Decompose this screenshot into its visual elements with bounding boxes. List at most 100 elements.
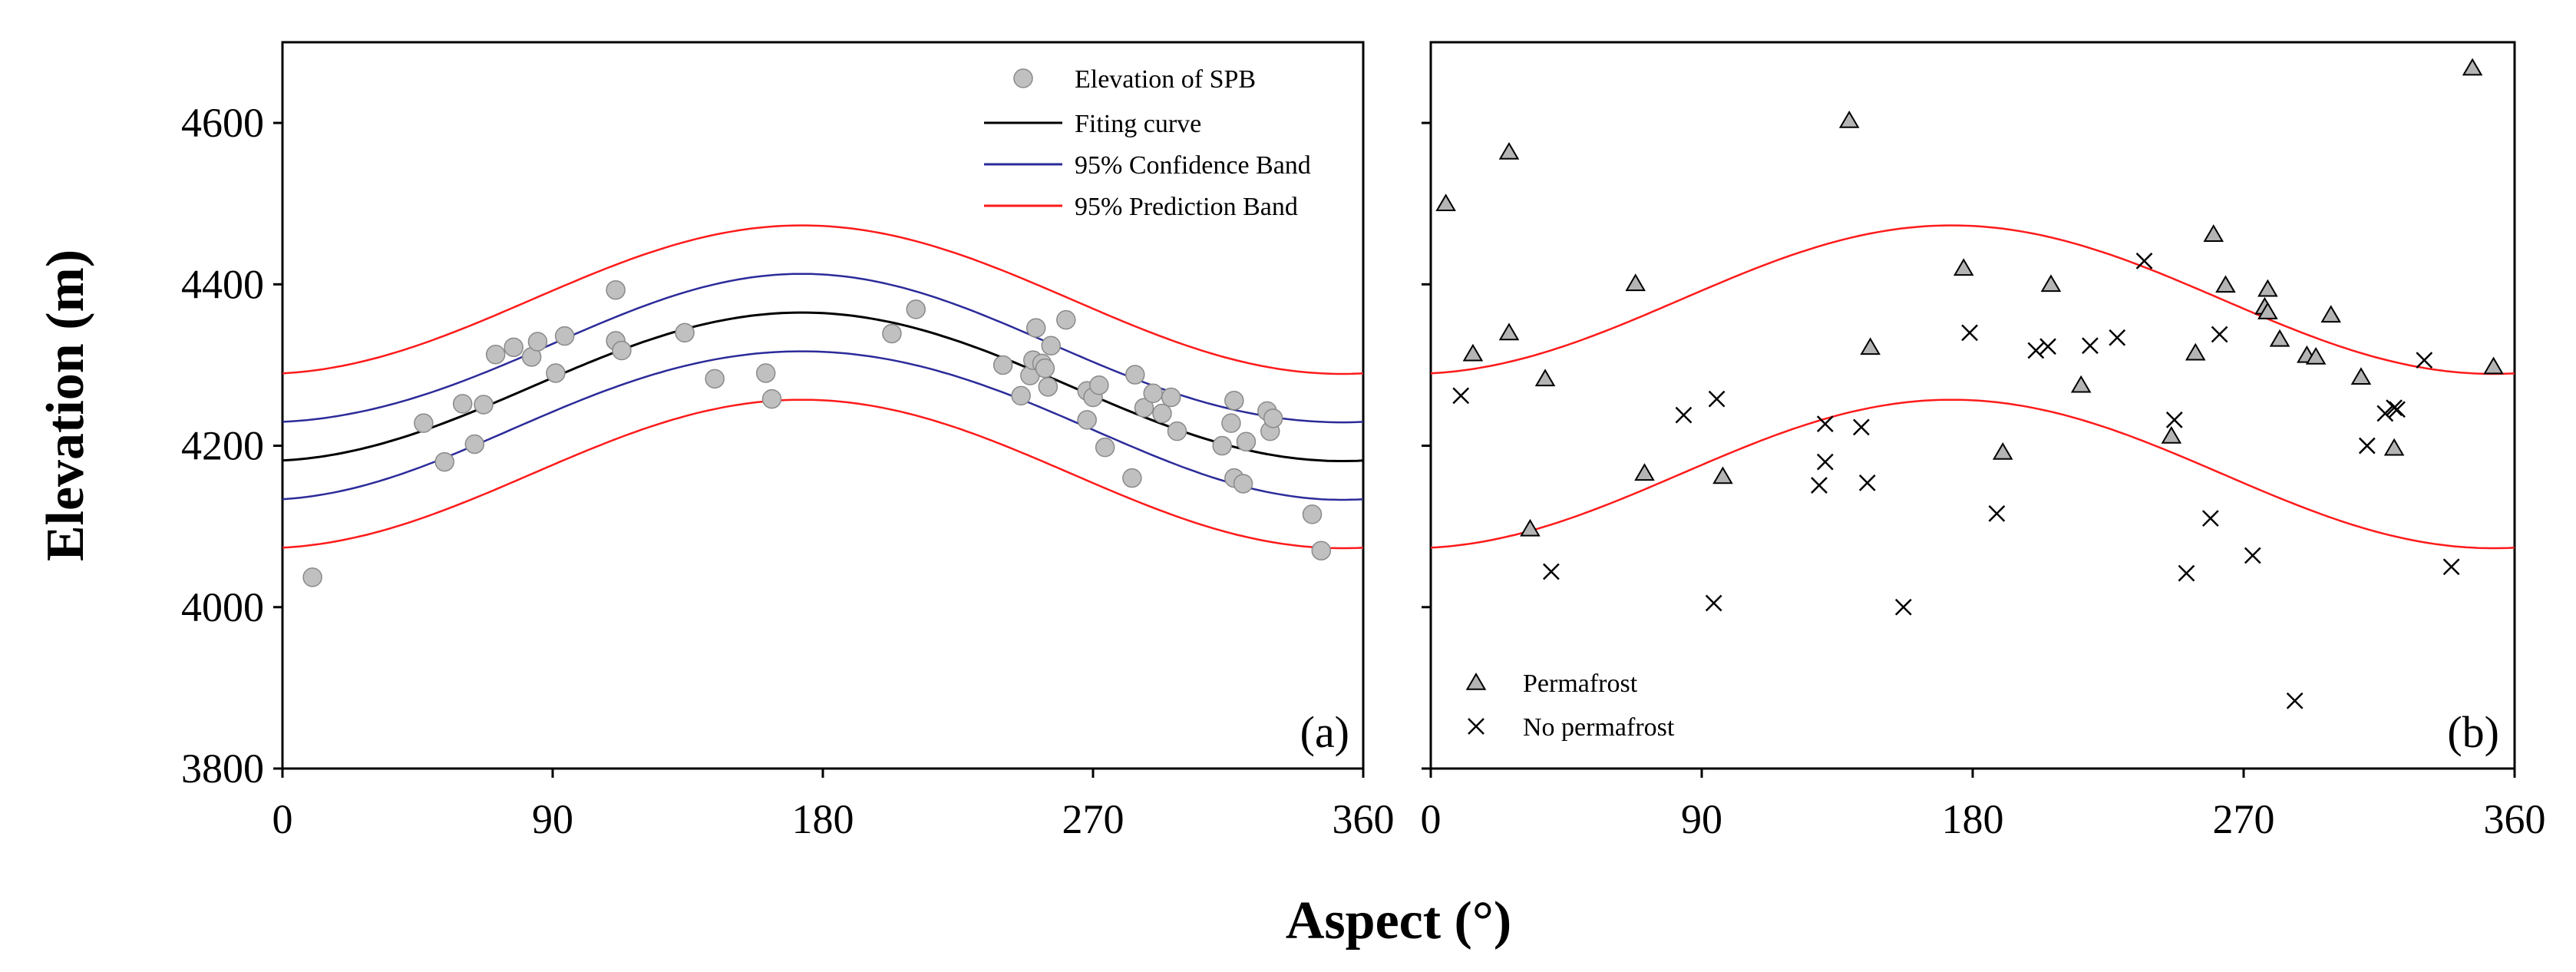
prediction-band-upper: [1431, 224, 2515, 375]
data-point-circle: [1041, 336, 1061, 355]
data-point-triangle: [2305, 346, 2327, 365]
data-point-circle: [1224, 390, 1244, 411]
data-point-x: [1852, 418, 1870, 436]
x-tick-label: 180: [792, 796, 854, 842]
data-point-x: [2039, 338, 2056, 355]
data-point-x: [2165, 412, 2183, 428]
data-point-circle: [761, 388, 782, 409]
data-point-triangle: [2161, 425, 2182, 444]
data-point-x: [2201, 510, 2219, 527]
data-point-circle: [1125, 365, 1145, 385]
panel-b: 0 90 180 270 360 Permafrost No permafrost (b): [1421, 41, 2546, 842]
panel-b-points: [1435, 58, 2504, 709]
data-point-triangle: [1498, 322, 1520, 341]
legend-label: 95% Prediction Band: [1075, 193, 1298, 221]
data-point-circle: [474, 395, 494, 415]
panel-a-xticks: 0 90 180 270 360: [272, 769, 1395, 842]
legend-marker-triangle: [1465, 673, 1487, 690]
data-point-x: [1452, 387, 1470, 405]
data-point-x: [1988, 504, 2006, 522]
data-point-x: [2109, 329, 2126, 346]
data-point-triangle: [1860, 337, 1881, 355]
panel-a-curves: [282, 224, 1363, 550]
data-point-circle: [675, 322, 695, 343]
data-point-circle: [1161, 387, 1181, 408]
data-point-triangle: [1520, 518, 1541, 537]
data-point-triangle: [1712, 466, 1733, 484]
data-point-circle: [1056, 309, 1076, 330]
data-point-x: [1894, 598, 1912, 616]
data-point-circle: [1122, 468, 1142, 488]
data-point-triangle: [1462, 343, 1484, 362]
data-point-x: [2376, 405, 2394, 422]
confidence-band-lower: [282, 350, 1363, 501]
data-point-circle: [302, 567, 322, 587]
data-point-circle: [464, 434, 485, 455]
data-point-circle: [705, 369, 725, 389]
data-point-triangle: [2203, 224, 2224, 242]
data-point-triangle: [2257, 279, 2278, 297]
data-point-triangle: [1498, 141, 1520, 160]
data-point-circle: [1095, 437, 1115, 458]
data-point-x: [1961, 324, 1978, 342]
data-point-x: [1816, 453, 1834, 471]
data-point-circle: [1263, 408, 1283, 428]
data-point-triangle: [2350, 367, 2372, 385]
data-point-x: [1543, 563, 1560, 580]
data-point-circle: [906, 299, 926, 319]
legend-marker-circle: [1013, 68, 1033, 88]
data-point-x: [2286, 692, 2304, 709]
data-point-x: [2178, 564, 2195, 582]
data-point-triangle: [1625, 273, 1646, 292]
confidence-band-upper: [282, 273, 1363, 424]
data-point-circle: [1077, 410, 1097, 430]
data-point-triangle: [2269, 329, 2290, 347]
data-point-x: [1858, 474, 1876, 491]
data-point-triangle: [2070, 375, 2092, 393]
data-point-x: [2082, 337, 2099, 355]
data-point-triangle: [1634, 463, 1655, 481]
prediction-band-lower: [1431, 398, 2515, 550]
data-point-x: [2211, 326, 2228, 343]
data-point-circle: [485, 345, 506, 365]
data-point-circle: [606, 279, 626, 300]
y-axis-title: Elevation (m): [36, 250, 95, 561]
legend-label: 95% Confidence Band: [1075, 151, 1311, 180]
data-point-circle: [1089, 375, 1109, 395]
panel-b-curves: [1431, 224, 2515, 550]
data-point-x: [2135, 252, 2153, 269]
x-tick-label: 0: [272, 796, 293, 842]
data-point-circle: [1221, 413, 1241, 433]
data-point-triangle: [2040, 274, 2062, 293]
panel-a-legend: Elevation of SPB Fiting curve 95% Confiden…: [984, 65, 1311, 221]
data-point-circle: [1143, 383, 1163, 403]
data-point-circle: [755, 363, 776, 383]
panel-b-frame: [1429, 41, 2516, 770]
data-point-circle: [992, 355, 1013, 375]
data-point-circle: [504, 337, 523, 358]
data-point-triangle: [2383, 438, 2405, 456]
data-point-circle: [1152, 403, 1172, 424]
panel-b-label: (b): [2447, 707, 2499, 757]
legend-label: No permafrost: [1523, 713, 1675, 742]
panel-b-legend: Permafrost No permafrost: [1465, 669, 1675, 742]
panel-b-xticks: 0 90 180 270 360: [1421, 769, 2546, 842]
panel-a-yticks: 3800 4000 4200 4400 4600: [181, 100, 282, 792]
data-point-circle: [1212, 435, 1232, 456]
panel-a-points: [302, 279, 1331, 587]
data-point-circle: [1311, 541, 1331, 560]
y-tick-label: 3800: [181, 746, 264, 792]
x-tick-label: 90: [532, 796, 573, 842]
data-point-triangle: [2185, 342, 2206, 361]
x-tick-label: 360: [1333, 796, 1395, 842]
legend-label: Permafrost: [1523, 669, 1638, 698]
data-point-circle: [1025, 318, 1046, 338]
y-tick-label: 4000: [181, 584, 264, 630]
data-point-x: [2386, 399, 2403, 417]
x-tick-label: 270: [2213, 796, 2275, 842]
data-point-x: [2244, 547, 2261, 564]
data-point-x: [1705, 594, 1722, 612]
data-point-circle: [612, 340, 632, 361]
x-tick-label: 270: [1062, 796, 1125, 842]
